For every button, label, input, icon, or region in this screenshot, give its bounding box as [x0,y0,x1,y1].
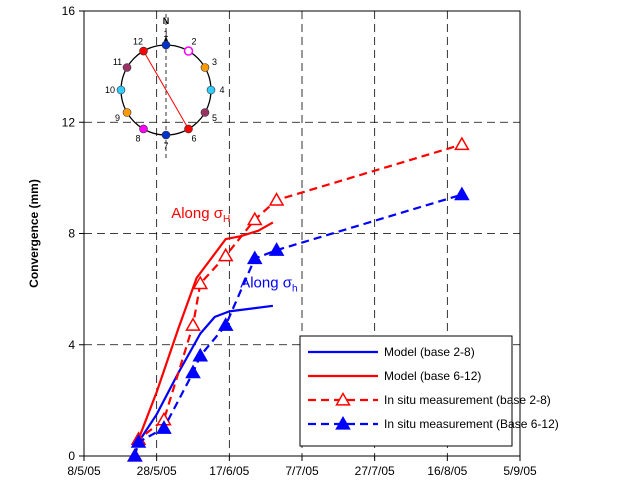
annotation-along-h-upper: Along σH [171,205,230,225]
inset-point-10 [116,85,126,95]
series-4-point [268,242,285,256]
series-4-point [454,186,470,201]
inset-point-1 [161,40,171,50]
series-4-point [127,447,143,462]
inset-point-label: 8 [135,133,140,143]
y-tick-label: 8 [68,227,75,241]
series-line-3 [133,143,463,457]
series-4-point [156,420,172,434]
inset-point-label: 12 [133,37,143,47]
north-label: N [163,16,170,26]
y-tick-label: 4 [68,338,75,352]
inset-point-label: 5 [212,113,217,123]
inset-point-6 [184,124,193,134]
inset-point-label: 7 [163,141,168,151]
series-3-point [185,317,201,331]
inset-point-label: 1 [163,29,168,39]
axis-ticks: 8/5/05 28/5/05 17/6/05 7/7/05 27/7/05 16/8/05… [62,4,537,478]
legend-label-4: In situ measurement (Base 6-12) [384,417,559,431]
legend-marker-3 [335,391,351,406]
series-4-point [130,434,147,448]
series-4-point [192,347,209,362]
inset-point-label: 6 [191,133,196,143]
x-tick-label: 7/7/05 [285,464,319,478]
legend: Model (base 2-8) Model (base 6-12) In situ… [299,335,559,447]
y-tick-label: 12 [62,115,76,129]
x-tick-label: 8/5/05 [67,464,101,478]
inset-point-label: 11 [113,57,122,67]
series-line-1 [137,304,274,443]
inset-point-4 [206,85,216,95]
inset-point-5 [200,108,210,117]
inset-chord-6-12 [143,50,189,130]
inset-point-label: 10 [105,85,115,95]
series-4-point [246,250,263,265]
series-line-2 [137,221,274,440]
legend-marker-4 [335,415,351,430]
inset-point-8 [139,124,148,134]
series-3-point [268,192,285,206]
series-4-point [217,317,234,331]
series-4-point [185,364,201,379]
inset-point-12 [139,46,148,56]
x-tick-label: 28/5/05 [137,464,177,478]
x-tick-label: 16/8/05 [427,464,467,478]
series [127,136,470,462]
series-3-point [454,136,470,151]
inset-point-label: 9 [115,113,120,123]
legend-box [299,335,513,447]
inset-point-2 [183,46,194,56]
x-tick-label: 27/7/05 [355,464,395,478]
inset-point-9 [122,108,132,117]
x-tick-label: 5/9/05 [503,464,537,478]
series-3-point [246,211,263,226]
inset-point-3 [200,63,210,72]
annotation-along-h-lower: Along σh [240,275,297,295]
legend-label-2: Model (base 6-12) [384,369,481,383]
legend-label-3: In situ measurement (base 2-8) [384,393,551,407]
legend-label-1: Model (base 2-8) [384,345,475,359]
inset-point-label: 4 [219,85,224,95]
series-3-point [192,275,209,290]
annotations: Along σH Along σh [171,205,297,295]
y-tick-label: 0 [68,449,75,463]
inset-point-11 [122,63,132,72]
inset-point-label: 2 [191,37,196,47]
series-3-point [217,247,234,262]
x-tick-label: 17/6/05 [209,464,249,478]
inset-point-label: 3 [212,57,217,67]
inset-point-7 [161,130,171,140]
y-axis-label: Convergence (mm) [27,179,41,288]
y-tick-label: 16 [62,4,76,18]
